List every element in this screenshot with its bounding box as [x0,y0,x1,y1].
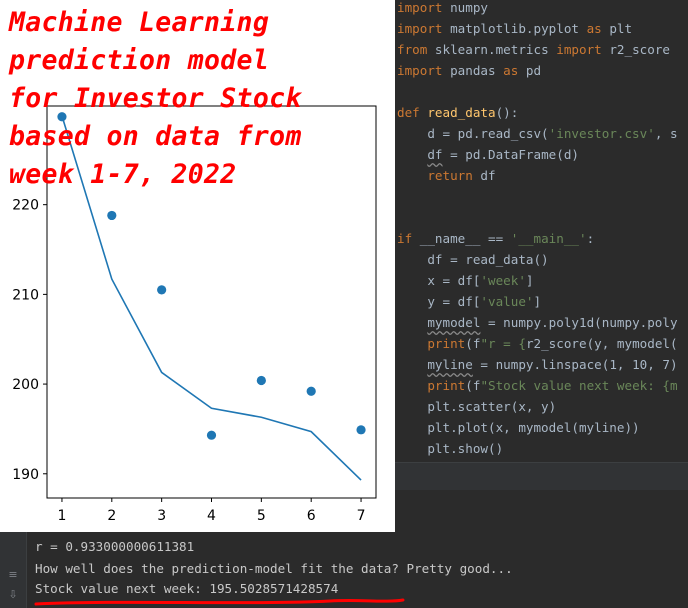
code-token: = numpy.linspace(1, 10, 7) [472,357,678,372]
code-line: plt.scatter(x, y) [397,396,556,417]
y-tick-label: 200 [12,377,39,393]
code-token: if [397,231,413,246]
code-token: df [472,168,496,183]
code-token: import [397,63,443,78]
code-token: pd [518,63,542,78]
data-point [107,210,117,221]
code-line: plt.plot(x, mymodel(myline)) [397,417,640,438]
code-token: import [556,42,602,57]
code-line: print(f"r = {r2_score(y, mymodel( [397,333,678,354]
code-token: df = read_data() [397,252,549,267]
x-tick-label: 2 [107,508,116,524]
code-token: (f [465,336,481,351]
code-line: import numpy [397,0,488,18]
code-token: = numpy.poly1d(numpy.poly [480,315,678,330]
code-token: 'week' [480,273,526,288]
code-token: matplotlib.pyplot [442,21,587,36]
code-token: myline [427,357,473,372]
code-line: def read_data(): [397,102,518,123]
x-tick-label: 1 [57,508,66,524]
matplotlib-figure-window: 1 2 3 4 5 6 7 190 200 210 220 [0,0,395,532]
code-token: '__main__' [510,231,587,246]
code-token: : [586,231,595,246]
data-point [306,386,316,396]
code-line: mymodel = numpy.poly1d(numpy.poly [397,312,678,333]
data-point [206,430,217,440]
code-line: myline = numpy.linspace(1, 10, 7) [397,354,678,375]
console-output-prediction: Stock value next week: 195.5028571428574 [35,581,339,596]
code-token: d = pd.read_csv( [397,126,549,141]
code-line: plt.show() [397,438,503,459]
code-token: print [427,378,466,393]
code-line: if __name__ == '__main__': [397,228,594,249]
code-token: (f [465,378,481,393]
code-token: as [503,63,519,78]
code-token: as [586,21,602,36]
code-line: import matplotlib.pyplot as plt [397,18,632,39]
code-line: y = df['value'] [397,291,541,312]
overlay-title: Machine Learning prediction model for In… [9,7,302,190]
code-token: __name__ == [412,231,511,246]
code-token: ] [533,294,542,309]
y-tick-label: 220 [12,198,39,214]
code-token: mymodel [427,315,481,330]
code-token: "Stock value next week: {m [480,378,678,393]
x-tick-label: 5 [257,508,266,524]
code-token: plt.plot(x, mymodel(myline)) [397,420,640,435]
code-token: df [427,147,443,162]
code-token: ] [525,273,534,288]
code-token: r2_score [601,42,670,57]
regression-line [61,115,362,481]
y-tick-label: 210 [12,287,39,303]
code-line: x = df['week'] [397,270,534,291]
code-line: df = read_data() [397,249,549,270]
code-line: d = pd.read_csv('investor.csv', s [397,123,678,144]
data-point [356,425,366,435]
code-token: sklearn.metrics [427,42,557,57]
code-token: plt.show() [397,441,504,456]
x-tick-label: 3 [157,508,166,524]
code-token: plt.scatter(x, y) [397,399,557,414]
code-token: x = df[ [397,273,481,288]
data-point [157,285,167,295]
code-token: , s [654,126,678,141]
code-line: import pandas as pd [397,60,541,81]
x-tick-label: 6 [307,508,316,524]
code-token: import [397,0,443,15]
code-token: (): [495,105,519,120]
code-token: print [427,336,466,351]
code-token: from [397,42,428,57]
code-token: y = df[ [397,294,481,309]
code-token: "r = { [480,336,526,351]
scroll-to-end-icon[interactable]: ⇩ [8,588,18,601]
data-point [256,375,266,386]
code-token: import [397,21,443,36]
code-line: from sklearn.metrics import r2_score [397,39,670,60]
chart: 1 2 3 4 5 6 7 190 200 210 220 [12,105,377,524]
y-tick-label: 190 [12,467,39,483]
code-token: def [397,105,428,120]
code-token: plt [601,21,633,36]
code-token: = pd.DataFrame(d) [442,147,579,162]
console-output-r: r = 0.933000000611381 [35,539,195,554]
code-line: print(f"Stock value next week: {m [397,375,678,396]
code-token: 'value' [480,294,534,309]
code-line: return df [397,165,496,186]
x-tick-label: 4 [207,508,216,524]
console-output-fit: How well does the prediction-model fit t… [35,561,513,576]
code-token: read_data [427,105,496,120]
code-token: pandas [442,63,504,78]
soft-wrap-icon[interactable]: ≡ [8,568,18,581]
code-token: 'investor.csv' [548,126,655,141]
code-token: return [427,168,473,183]
code-token: numpy [442,0,488,15]
x-tick-label: 7 [357,508,366,524]
code-line: df = pd.DataFrame(d) [397,144,579,165]
code-token: r2_score(y, mymodel( [525,336,678,351]
